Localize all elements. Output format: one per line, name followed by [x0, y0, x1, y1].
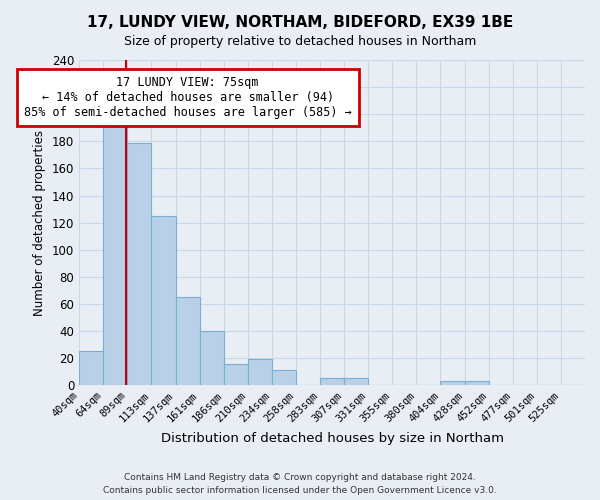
Bar: [344, 378, 368, 385]
X-axis label: Distribution of detached houses by size in Northam: Distribution of detached houses by size …: [161, 432, 503, 445]
Bar: [248, 360, 272, 385]
Bar: [272, 370, 296, 385]
Text: Contains HM Land Registry data © Crown copyright and database right 2024.
Contai: Contains HM Land Registry data © Crown c…: [103, 473, 497, 495]
Bar: [440, 381, 464, 385]
Bar: [224, 364, 248, 385]
Bar: [79, 352, 103, 385]
Bar: [103, 124, 127, 385]
Text: Size of property relative to detached houses in Northam: Size of property relative to detached ho…: [124, 35, 476, 48]
Bar: [151, 216, 176, 385]
Bar: [200, 331, 224, 385]
Bar: [176, 297, 200, 385]
Bar: [127, 142, 151, 385]
Text: 17 LUNDY VIEW: 75sqm
← 14% of detached houses are smaller (94)
85% of semi-detac: 17 LUNDY VIEW: 75sqm ← 14% of detached h…: [24, 76, 352, 120]
Bar: [464, 381, 488, 385]
Y-axis label: Number of detached properties: Number of detached properties: [34, 130, 46, 316]
Text: 17, LUNDY VIEW, NORTHAM, BIDEFORD, EX39 1BE: 17, LUNDY VIEW, NORTHAM, BIDEFORD, EX39 …: [87, 15, 513, 30]
Bar: [320, 378, 344, 385]
